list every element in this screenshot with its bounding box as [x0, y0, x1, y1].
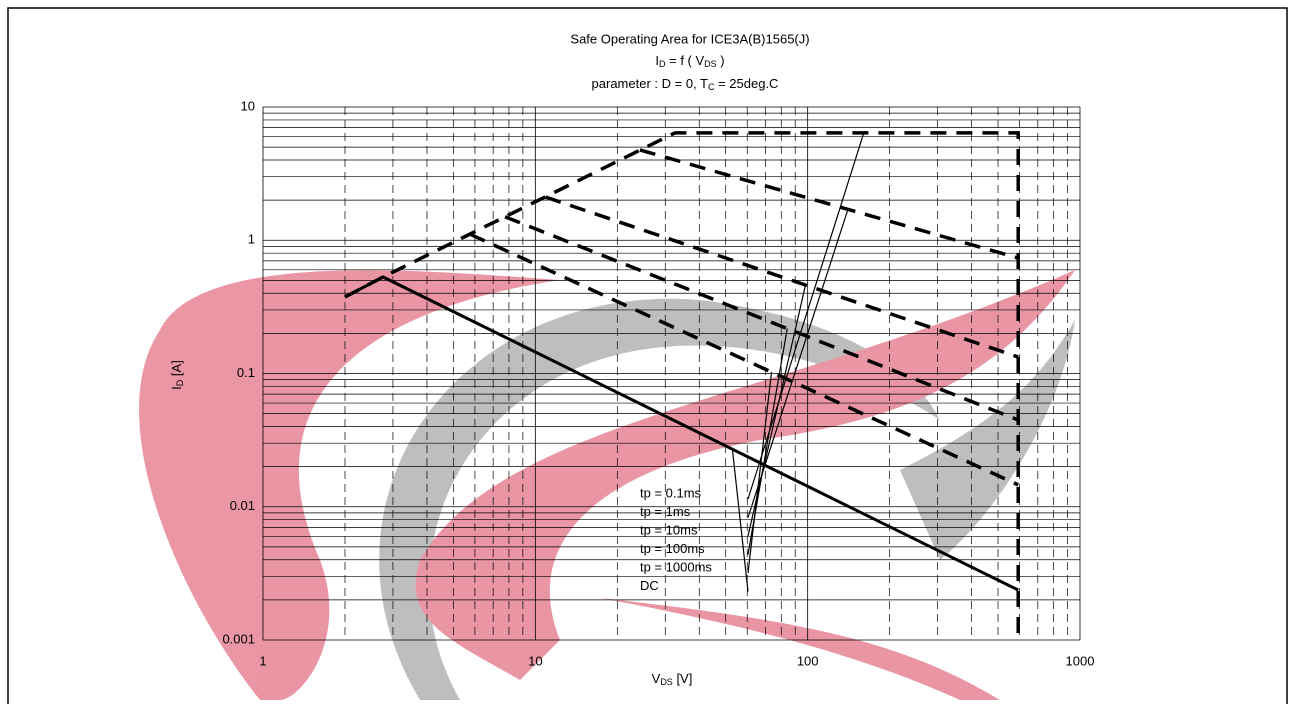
y-tick-label: 1 — [248, 232, 255, 247]
y-tick-label: 0.1 — [237, 365, 255, 380]
x-axis-label: VDS [V] — [652, 671, 693, 687]
chart: Safe Operating Area for ICE3A(B)1565(J) … — [0, 0, 1295, 704]
legend-label: tp = 0.1ms — [640, 485, 702, 500]
legend-label: DC — [640, 578, 659, 593]
chart-title: Safe Operating Area for ICE3A(B)1565(J) — [570, 31, 809, 46]
x-tick-label: 1 — [259, 653, 266, 668]
legend-label: tp = 1000ms — [640, 559, 712, 574]
legend-label: tp = 10ms — [640, 522, 698, 537]
legend-label: tp = 1ms — [640, 504, 691, 519]
x-tick-label: 10 — [528, 653, 542, 668]
parameter-text: parameter : D = 0, TC = 25deg.C — [592, 76, 779, 92]
x-tick-label: 1000 — [1066, 653, 1095, 668]
y-tick-label: 0.001 — [222, 631, 255, 646]
y-tick-label: 10 — [241, 98, 255, 113]
legend-label: tp = 100ms — [640, 541, 705, 556]
y-tick-label: 0.01 — [230, 498, 255, 513]
x-tick-label: 100 — [797, 653, 819, 668]
